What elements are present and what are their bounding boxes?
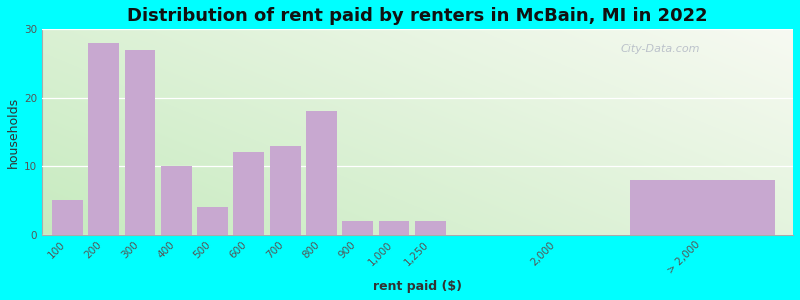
Bar bbox=[415, 221, 446, 235]
Bar bbox=[234, 152, 264, 235]
Text: City-Data.com: City-Data.com bbox=[620, 44, 700, 54]
Bar bbox=[88, 43, 119, 235]
Bar bbox=[52, 200, 83, 235]
Bar bbox=[270, 146, 301, 235]
Bar bbox=[630, 180, 775, 235]
X-axis label: rent paid ($): rent paid ($) bbox=[373, 280, 462, 293]
Bar bbox=[161, 166, 192, 235]
Bar bbox=[342, 221, 373, 235]
Bar bbox=[378, 221, 410, 235]
Bar bbox=[197, 207, 228, 235]
Bar bbox=[125, 50, 155, 235]
Bar bbox=[306, 111, 337, 235]
Title: Distribution of rent paid by renters in McBain, MI in 2022: Distribution of rent paid by renters in … bbox=[127, 7, 708, 25]
Y-axis label: households: households bbox=[7, 96, 20, 167]
